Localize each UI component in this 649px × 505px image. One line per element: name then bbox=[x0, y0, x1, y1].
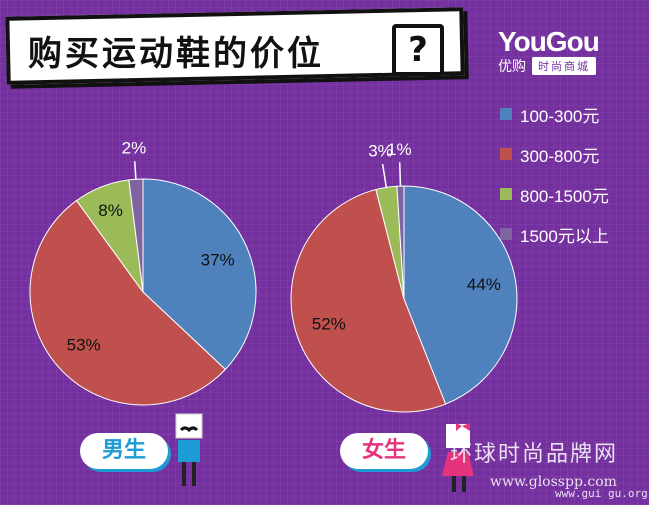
male-label: 男生 bbox=[80, 433, 168, 469]
legend: 100-300元 300-800元 800-1500元 1500元以上 bbox=[500, 94, 609, 254]
logo-sub: 优购 时尚商城 bbox=[498, 56, 599, 76]
pie-slice bbox=[403, 185, 518, 405]
legend-item: 800-1500元 bbox=[500, 174, 609, 214]
male-label-text: 男生 bbox=[101, 438, 146, 463]
legend-item: 100-300元 bbox=[500, 94, 609, 134]
pie-slice bbox=[396, 185, 405, 300]
pie-label-leader bbox=[381, 163, 388, 188]
pie-label-leader bbox=[398, 162, 402, 187]
female-label-text: 女生 bbox=[361, 438, 406, 463]
watermark-url-2: www.gui gu.org bbox=[555, 487, 648, 500]
page-title: 购买运动鞋的价位 bbox=[28, 34, 324, 74]
logo-brand: YouGou bbox=[498, 26, 600, 57]
watermark-url: www.glosspp.com bbox=[490, 474, 617, 490]
pie-slice bbox=[29, 199, 227, 406]
watermark: 环球时尚品牌网 www.glosspp.com bbox=[450, 436, 618, 490]
legend-swatch bbox=[500, 148, 512, 160]
pie-data-label: 2% bbox=[122, 139, 147, 158]
legend-label: 300-800元 bbox=[520, 146, 600, 166]
pie-data-label: 52% bbox=[312, 314, 346, 333]
legend-swatch bbox=[500, 228, 512, 240]
female-figure-icon bbox=[442, 423, 474, 492]
legend-label: 800-1500元 bbox=[520, 186, 609, 206]
brand-logo: YouGou 优购 时尚商城 bbox=[498, 26, 600, 76]
question-mark-icon: ? bbox=[392, 24, 444, 76]
logo-brand-cn: 优购 bbox=[498, 59, 526, 75]
legend-item: 1500元以上 bbox=[500, 214, 609, 254]
pie-label-leader bbox=[134, 161, 137, 180]
male-figure-icon bbox=[175, 413, 203, 486]
pie-slice bbox=[290, 188, 447, 413]
pie-data-label: 44% bbox=[467, 275, 501, 294]
pie-data-label: 37% bbox=[201, 251, 235, 270]
pie-data-label: 53% bbox=[67, 335, 101, 354]
watermark-cn: 环球时尚品牌网 bbox=[450, 442, 619, 467]
logo-tagline: 时尚商城 bbox=[532, 57, 596, 75]
female-label: 女生 bbox=[340, 433, 428, 469]
pie-data-label: 1% bbox=[387, 140, 412, 159]
legend-label: 1500元以上 bbox=[520, 226, 609, 246]
legend-swatch bbox=[500, 188, 512, 200]
legend-swatch bbox=[500, 108, 512, 120]
legend-item: 300-800元 bbox=[500, 134, 609, 174]
legend-label: 100-300元 bbox=[520, 106, 600, 126]
pie-data-label: 8% bbox=[98, 201, 123, 220]
pie-data-label: 3% bbox=[368, 142, 393, 161]
pie-slice bbox=[142, 178, 257, 371]
